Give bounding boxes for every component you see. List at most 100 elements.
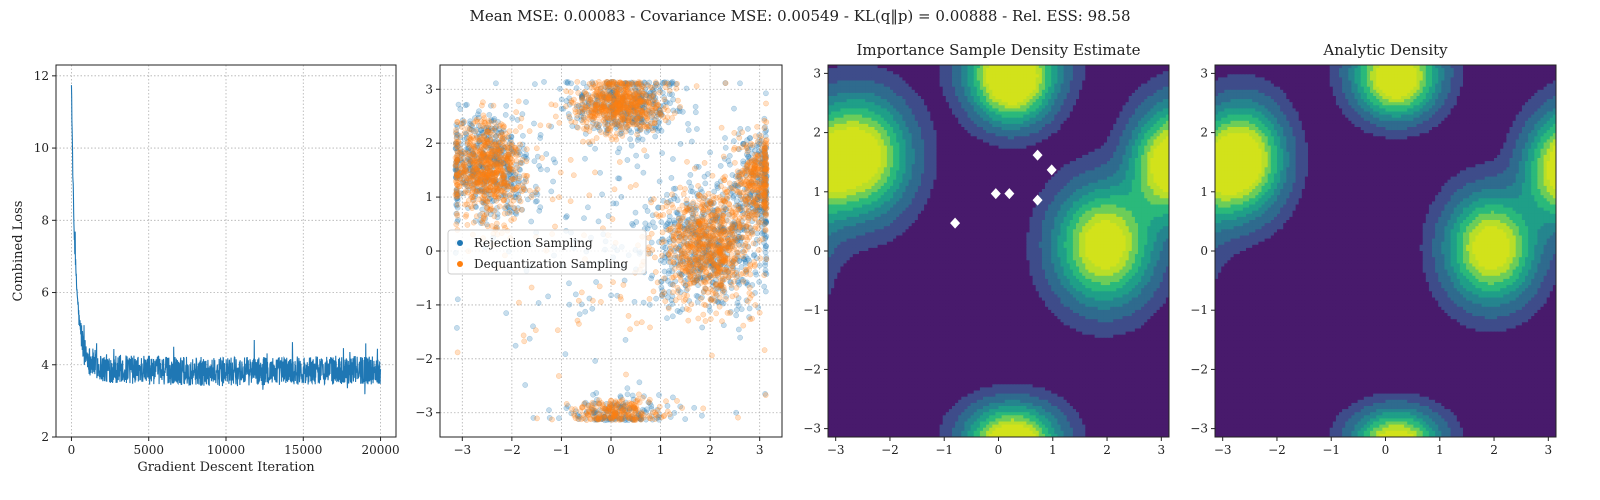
density-cell bbox=[939, 68, 944, 72]
scatter-point bbox=[573, 85, 580, 91]
scatter-point bbox=[523, 146, 530, 153]
scatter-point bbox=[683, 197, 690, 203]
scatter-point bbox=[762, 392, 769, 398]
scatter-point bbox=[707, 149, 713, 156]
scatter-point bbox=[476, 139, 483, 146]
scatter-point bbox=[508, 133, 515, 140]
scatter-point bbox=[659, 252, 665, 259]
scatter-point bbox=[500, 157, 507, 163]
density-cell bbox=[1110, 68, 1114, 72]
scatter-point bbox=[503, 103, 510, 109]
scatter-point bbox=[762, 226, 769, 233]
scatter-point bbox=[506, 144, 513, 151]
density-cell bbox=[917, 71, 922, 75]
scatter-point bbox=[489, 150, 496, 157]
scatter-point bbox=[519, 157, 526, 163]
density-cell bbox=[1023, 68, 1027, 72]
scatter-point bbox=[615, 149, 621, 156]
scatter-point bbox=[514, 117, 521, 123]
scatter-point bbox=[646, 396, 653, 403]
scatter-point bbox=[453, 130, 459, 137]
scatter-point bbox=[454, 119, 461, 126]
scatter-point bbox=[664, 403, 671, 409]
scatter-point bbox=[483, 136, 490, 143]
scatter-point bbox=[734, 299, 741, 306]
density-cell bbox=[1057, 65, 1061, 69]
scatter-point bbox=[479, 163, 485, 169]
scatter-point bbox=[734, 189, 741, 196]
scatter-point bbox=[745, 179, 752, 186]
scatter-point bbox=[481, 178, 488, 185]
scatter-point bbox=[656, 89, 663, 96]
scatter-point bbox=[664, 221, 670, 228]
scatter-point bbox=[693, 292, 700, 299]
scatter-point bbox=[575, 297, 582, 304]
scatter-point bbox=[722, 296, 729, 302]
density-cell bbox=[983, 65, 987, 69]
scatter-point bbox=[508, 169, 515, 175]
density-cell bbox=[1035, 71, 1040, 75]
density-cell bbox=[902, 71, 906, 75]
scatter-point bbox=[470, 141, 476, 148]
scatter-point bbox=[454, 159, 461, 165]
density-cell bbox=[1128, 65, 1133, 69]
scatter-point bbox=[722, 198, 728, 205]
y-tick-label: 6 bbox=[41, 286, 49, 300]
x-tick-label: 3 bbox=[756, 443, 764, 457]
scatter-point bbox=[474, 144, 481, 151]
scatter-point bbox=[722, 80, 729, 87]
scatter-point bbox=[454, 156, 461, 163]
scatter-point bbox=[627, 90, 633, 97]
scatter-point bbox=[617, 414, 624, 421]
scatter-point bbox=[490, 163, 497, 169]
scatter-point bbox=[596, 81, 603, 88]
scatter-point bbox=[670, 259, 677, 265]
density-cell bbox=[930, 71, 934, 75]
scatter-point bbox=[499, 167, 505, 174]
scatter-point bbox=[639, 394, 646, 401]
scatter-point bbox=[735, 253, 741, 259]
scatter-point bbox=[478, 118, 484, 124]
scatter-point bbox=[502, 143, 509, 150]
scatter-point bbox=[683, 305, 690, 312]
scatter-point bbox=[488, 125, 495, 132]
scatter-point bbox=[661, 96, 668, 103]
scatter-point bbox=[508, 143, 515, 149]
scatter-point bbox=[650, 288, 657, 295]
density-cell bbox=[1007, 68, 1012, 72]
density-cell bbox=[989, 68, 993, 72]
scatter-point bbox=[620, 105, 627, 112]
density-cell bbox=[1113, 68, 1117, 72]
scatter-point bbox=[480, 150, 486, 157]
scatter-point bbox=[566, 280, 572, 287]
scatter-point bbox=[745, 244, 752, 251]
scatter-point bbox=[667, 225, 674, 232]
scatter-point bbox=[479, 149, 485, 156]
scatter-point bbox=[467, 180, 474, 186]
scatter-point bbox=[665, 305, 672, 312]
density-cell bbox=[942, 68, 947, 72]
scatter-point bbox=[666, 209, 673, 215]
scatter-point bbox=[652, 269, 659, 275]
scatter-point bbox=[591, 106, 598, 112]
density-cell bbox=[862, 71, 866, 75]
density-cell bbox=[1085, 65, 1089, 69]
scatter-point bbox=[716, 268, 723, 275]
scatter-point bbox=[511, 194, 518, 200]
scatter-point bbox=[484, 164, 491, 171]
scatter-point bbox=[494, 161, 501, 167]
scatter-point bbox=[493, 158, 500, 165]
scatter-point bbox=[508, 176, 515, 183]
density-cell bbox=[914, 71, 919, 75]
scatter-point bbox=[736, 134, 743, 141]
scatter-point bbox=[494, 168, 500, 175]
scatter-point bbox=[521, 338, 528, 345]
scatter-point bbox=[523, 178, 530, 185]
density-cell bbox=[1066, 71, 1071, 75]
scatter-point bbox=[488, 144, 495, 151]
scatter-point bbox=[581, 215, 587, 222]
scatter-point bbox=[452, 140, 459, 147]
scatter-point bbox=[477, 144, 484, 150]
scatter-point bbox=[763, 169, 769, 175]
scatter-point bbox=[504, 166, 511, 173]
